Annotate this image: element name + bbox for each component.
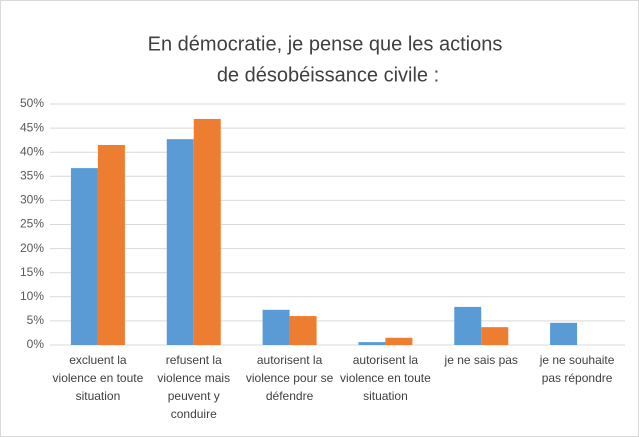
y-tick-label: 5% [27,313,45,327]
x-tick-label: autorisent la violence en toute situatio… [340,353,431,403]
bar [289,316,317,345]
y-tick-label: 30% [20,193,44,207]
y-tick-label: 20% [20,241,44,255]
x-tick-label: excluent la violence en toute situation [52,353,144,403]
y-tick-label: 15% [20,265,44,279]
y-tick-label: 35% [20,168,44,182]
x-tick-label: je ne sais pas [444,353,518,367]
y-tick-label: 50% [20,96,44,110]
y-tick-label: 0% [27,337,45,351]
y-tick-label: 45% [20,120,44,134]
bar [97,144,125,345]
bar [262,309,290,345]
bar [166,139,194,345]
y-tick-label: 25% [20,217,44,231]
x-tick-label: refusent la violence mais peuvent y cond… [157,353,231,421]
x-tick-label: je ne souhaite pas répondre [539,353,615,385]
chart-title: En démocratie, je pense que les actions [148,33,503,55]
bar [454,306,482,345]
bar [358,342,386,345]
x-tick-label: autorisent la violence pour se défendre [245,353,334,403]
y-tick-label: 40% [20,144,44,158]
bar [385,337,413,345]
chart-title: de désobéissance civile : [217,64,439,86]
y-tick-label: 10% [20,289,44,303]
bar [193,118,221,345]
bar [70,168,98,345]
bar [481,327,509,345]
bar [550,322,578,345]
